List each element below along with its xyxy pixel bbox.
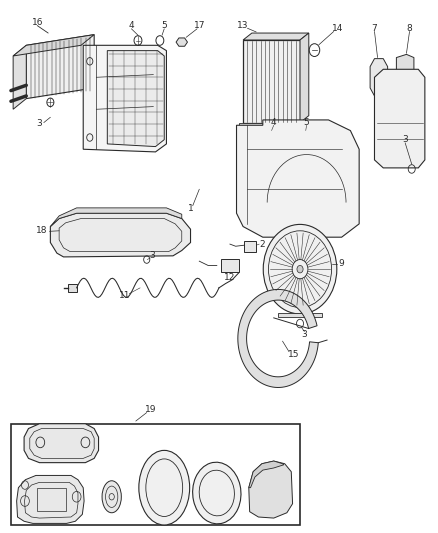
Polygon shape <box>26 35 94 99</box>
Text: 3: 3 <box>149 252 155 260</box>
Text: 3: 3 <box>301 330 307 339</box>
Polygon shape <box>244 241 256 252</box>
Polygon shape <box>243 40 300 123</box>
Bar <box>37 488 66 511</box>
Polygon shape <box>13 45 26 109</box>
Polygon shape <box>300 33 309 123</box>
Polygon shape <box>24 424 99 463</box>
Text: 3: 3 <box>402 135 408 144</box>
Text: 9: 9 <box>338 260 344 268</box>
Polygon shape <box>221 259 239 272</box>
Polygon shape <box>83 45 166 152</box>
Text: 2: 2 <box>259 240 265 248</box>
Polygon shape <box>13 35 94 56</box>
Text: 5: 5 <box>161 21 167 30</box>
Text: 4: 4 <box>271 118 276 127</box>
Polygon shape <box>278 313 322 317</box>
Text: 8: 8 <box>406 25 413 33</box>
Polygon shape <box>176 38 187 46</box>
Polygon shape <box>239 123 304 129</box>
Bar <box>11 424 300 525</box>
Text: 12: 12 <box>224 273 236 281</box>
Polygon shape <box>374 69 425 168</box>
Text: 15: 15 <box>288 350 299 359</box>
Text: 5: 5 <box>304 118 310 127</box>
Polygon shape <box>237 120 359 237</box>
Polygon shape <box>107 51 164 147</box>
Text: 19: 19 <box>145 405 157 414</box>
Polygon shape <box>249 461 284 488</box>
Ellipse shape <box>139 450 190 525</box>
Text: 16: 16 <box>32 18 43 27</box>
Polygon shape <box>50 213 191 257</box>
Circle shape <box>297 265 303 273</box>
Text: 4: 4 <box>129 21 134 30</box>
Polygon shape <box>396 54 414 74</box>
Ellipse shape <box>193 462 241 524</box>
Text: 18: 18 <box>36 226 47 235</box>
Text: 1: 1 <box>187 205 194 213</box>
Polygon shape <box>243 33 309 40</box>
Text: 17: 17 <box>194 21 205 30</box>
Ellipse shape <box>102 481 121 513</box>
Text: 13: 13 <box>237 21 249 30</box>
Text: 11: 11 <box>119 292 131 300</box>
Text: 7: 7 <box>371 25 378 33</box>
Text: 3: 3 <box>36 119 42 128</box>
Circle shape <box>263 224 337 314</box>
Polygon shape <box>68 284 77 292</box>
Text: 14: 14 <box>332 25 343 33</box>
Polygon shape <box>370 59 388 96</box>
Polygon shape <box>249 461 293 518</box>
Polygon shape <box>17 475 84 523</box>
Polygon shape <box>50 208 182 227</box>
Polygon shape <box>238 289 318 387</box>
